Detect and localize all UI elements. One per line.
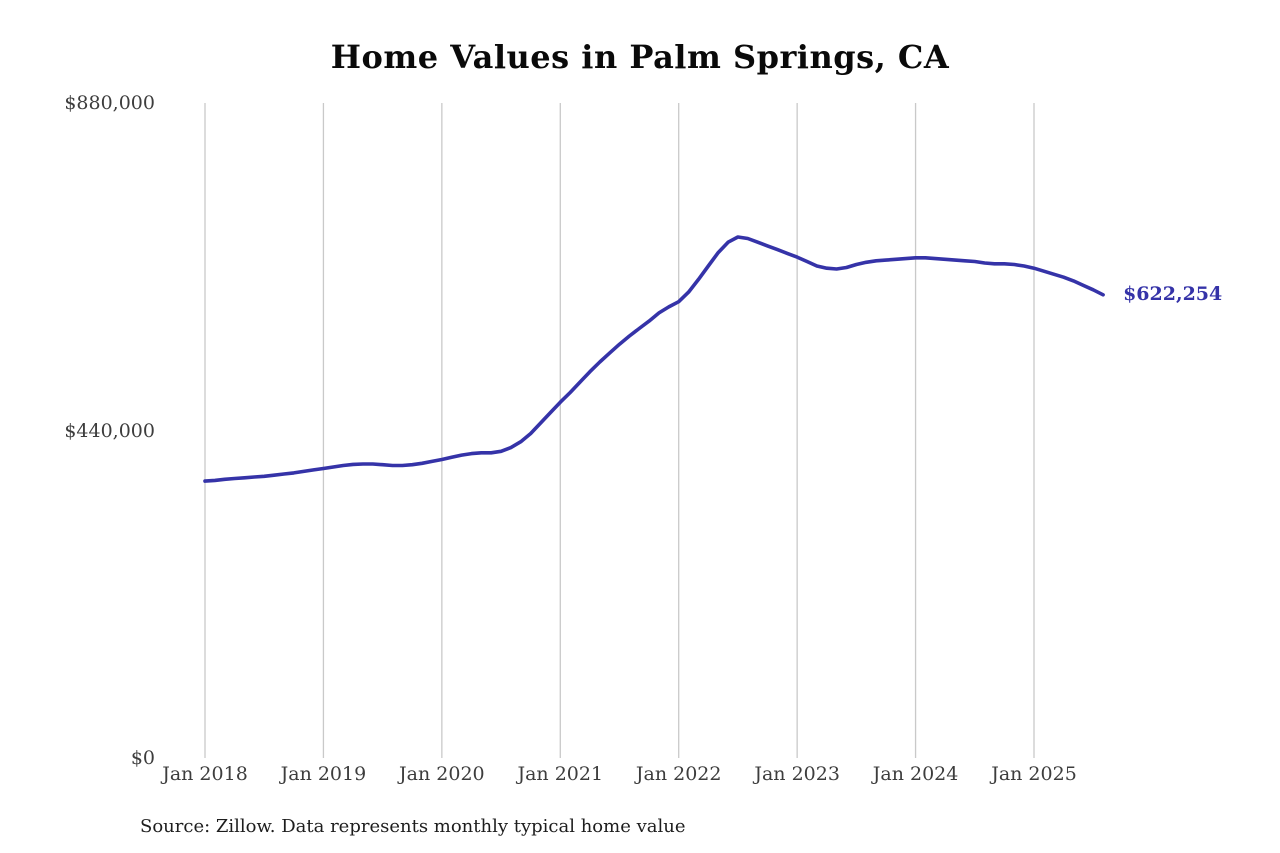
x-tick-label: Jan 2020 [399,763,485,785]
home-value-series-line [203,235,1105,483]
source-note: Source: Zillow. Data represents monthly … [140,816,686,837]
y-tick-label: $880,000 [64,92,155,114]
series-end-value-label: $622,254 [1123,282,1223,305]
x-tick-label: Jan 2018 [162,763,248,785]
y-tick-label: $0 [130,747,155,769]
x-tick-label: Jan 2024 [872,763,959,785]
x-tick-label: Jan 2025 [991,763,1077,785]
x-tick-label: Jan 2023 [754,763,840,785]
x-tick-label: Jan 2021 [517,763,604,785]
y-tick-label: $440,000 [64,419,155,442]
x-tick-label: Jan 2022 [635,763,722,785]
x-tick-label: Jan 2019 [280,763,367,785]
chart-title: Home Values in Palm Springs, CA [330,38,950,76]
